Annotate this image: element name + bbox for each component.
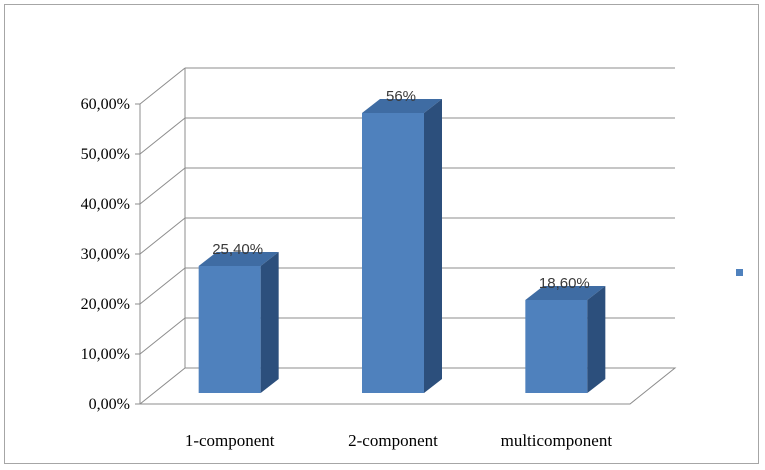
gridline-side [139,67,186,105]
y-tick-label: 50,00% [81,146,130,163]
bar-chart: 0,00% 10,00% 20,00% 30,00% 40,00% 50,00% 60,00… [81,67,743,450]
x-axis-categories: 1-component 2-component multicomponent [185,431,613,450]
bar-top [198,252,279,266]
data-label: 18,60% [539,275,590,292]
data-label: 25,40% [212,241,263,258]
floor [138,367,677,405]
gridline-side [139,167,186,205]
bar-front [198,266,261,393]
y-tick-label: 40,00% [81,196,130,213]
category-label: multicomponent [501,431,613,450]
gridline-side [139,117,186,155]
bar-side [260,252,279,393]
bar-top [525,286,606,300]
bar-front [525,300,588,393]
bar [362,99,442,393]
y-axis-ticks: 0,00% 10,00% 20,00% 30,00% 40,00% 50,00% 60,00… [81,96,130,413]
bar-side [587,286,606,393]
gridline-side [139,267,186,305]
bar-top [362,99,442,113]
bar-front [362,113,424,393]
y-tick-label: 0,00% [89,396,130,413]
y-tick-label: 20,00% [81,296,130,313]
y-tick-label: 10,00% [81,346,130,363]
bars [198,99,606,393]
bar [525,286,606,393]
data-label: 56% [386,88,416,105]
data-labels: 25,40% 56% 18,60% [212,88,590,292]
y-tick-label: 60,00% [81,96,130,113]
bar [198,252,279,393]
bar-side [424,99,442,393]
y-tick-label: 30,00% [81,246,130,263]
category-label: 2-component [348,431,438,450]
chart-frame: 0,00% 10,00% 20,00% 30,00% 40,00% 50,00% 60,00… [4,4,759,464]
category-label: 1-component [185,431,275,450]
gridline-side [139,317,186,355]
gridline-side [139,217,186,255]
legend-marker [736,269,743,276]
